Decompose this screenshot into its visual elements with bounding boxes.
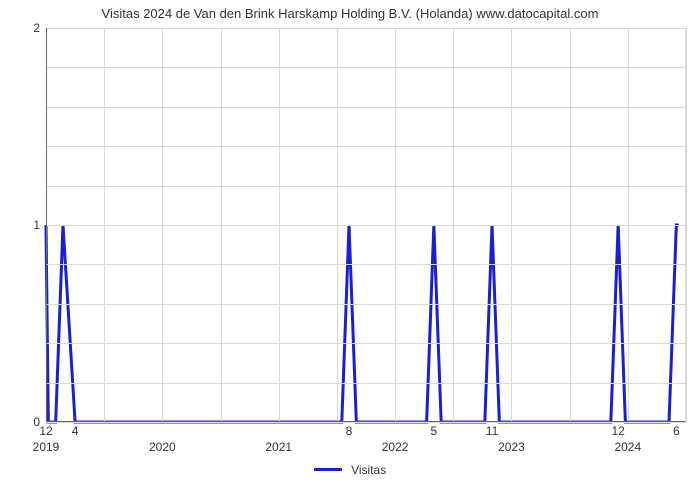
chart-container: { "chart": { "type": "line", "title": "V… xyxy=(0,0,700,500)
xtick-year-label: 2020 xyxy=(149,440,176,454)
grid-v-minor xyxy=(453,28,454,422)
spike-label: 6 xyxy=(673,424,680,438)
grid-h-minor xyxy=(46,186,686,187)
plot-area: 0122019202020212022202320241248511126 xyxy=(46,28,686,422)
grid-h-minor xyxy=(46,383,686,384)
spike-label: 5 xyxy=(430,424,437,438)
xtick-year-label: 2021 xyxy=(265,440,292,454)
spike-label: 11 xyxy=(486,424,498,438)
right-border xyxy=(685,28,686,422)
grid-v xyxy=(395,28,396,422)
grid-v-minor xyxy=(104,28,105,422)
spike-label: 12 xyxy=(39,424,52,438)
grid-v-minor xyxy=(570,28,571,422)
legend-label: Visitas xyxy=(351,463,386,477)
xtick-year-label: 2024 xyxy=(614,440,641,454)
x-axis-line xyxy=(46,421,686,422)
grid-v xyxy=(162,28,163,422)
grid-v xyxy=(279,28,280,422)
grid-v xyxy=(628,28,629,422)
grid-v-minor xyxy=(221,28,222,422)
legend: Visitas xyxy=(0,462,700,477)
grid-h xyxy=(46,225,686,226)
xtick-year-label: 2019 xyxy=(33,440,60,454)
grid-h xyxy=(46,28,686,29)
y-axis-line xyxy=(46,28,47,422)
grid-h-minor xyxy=(46,146,686,147)
xtick-year-label: 2023 xyxy=(498,440,525,454)
legend-swatch xyxy=(314,468,342,471)
grid-h-minor xyxy=(46,343,686,344)
grid-v-minor xyxy=(337,28,338,422)
grid-v xyxy=(511,28,512,422)
series-polyline xyxy=(46,225,679,422)
grid-h-minor xyxy=(46,304,686,305)
chart-title: Visitas 2024 de Van den Brink Harskamp H… xyxy=(0,6,700,21)
grid-h-minor xyxy=(46,264,686,265)
xtick-year-label: 2022 xyxy=(382,440,409,454)
grid-h-minor xyxy=(46,67,686,68)
spike-label: 12 xyxy=(611,424,624,438)
grid-h-minor xyxy=(46,107,686,108)
grid-h xyxy=(46,422,686,423)
ytick-label: 2 xyxy=(33,21,46,35)
ytick-label: 1 xyxy=(33,218,46,232)
grid-v-minor xyxy=(686,28,687,422)
spike-label: 4 xyxy=(72,424,79,438)
spike-label: 8 xyxy=(346,424,353,438)
